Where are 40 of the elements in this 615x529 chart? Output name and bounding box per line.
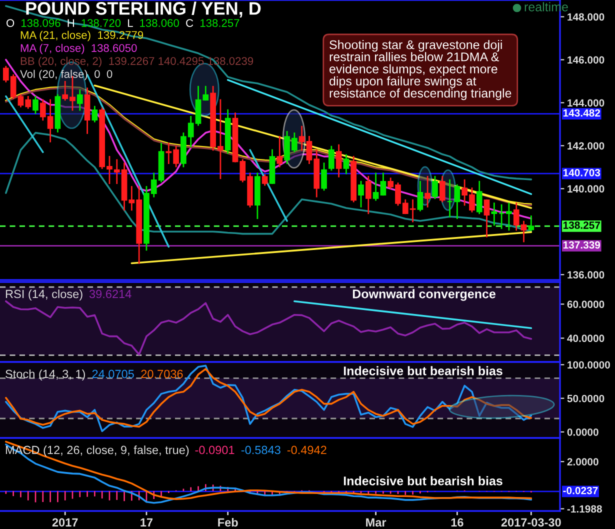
text: 39.6214 <box>89 290 132 298</box>
annotation: Indecisive but bearish bias <box>344 366 502 376</box>
y-tick-label: 40.0000 <box>567 334 604 342</box>
y-tick-label: 148.000 <box>568 13 604 21</box>
annotation: Vol (20, false) 0 0 <box>20 70 112 80</box>
annotation: Shooting star & gravestone doji restrain rallies below 21DMA & evidence slumps, expect more dips upon failure swings at resistance of descending triangle <box>330 40 512 100</box>
text: -0.0901 -0.5843 -0.4942 <box>195 446 326 454</box>
ref-line-label: -0.0237 <box>563 486 598 494</box>
annotation: Downward convergence <box>352 289 496 301</box>
chart-title: POUND STERLING / YEN, D <box>26 2 261 18</box>
y-tick-label: 142.000 <box>568 142 604 150</box>
annotation: Indecisive but bearish bias <box>344 476 502 486</box>
ref-line-label: 143.482 <box>563 109 600 117</box>
y-tick-label: 50.0000 <box>567 394 604 402</box>
y-tick-label: 136.000 <box>568 271 604 279</box>
y-tick-label: 146.000 <box>568 56 604 64</box>
text: RSI (14, close) <box>6 289 82 300</box>
y-tick-label: 100.0000 <box>568 361 610 369</box>
x-tick-label: Feb <box>218 518 238 527</box>
y-tick-label: 0.0000 <box>567 428 598 436</box>
annotation: 138.6050 <box>92 44 137 52</box>
y-tick-label: 140.000 <box>568 185 604 193</box>
y-tick-label: 144.000 <box>568 99 604 107</box>
y-tick-label: 2.0000 <box>567 458 598 466</box>
ref-line-label: 138.257 <box>563 222 600 229</box>
text: O 138.096 H 138.720 L 138.060 C 138.257 <box>6 19 240 27</box>
text: Stoch (14, 3, 1) <box>6 369 85 380</box>
text: BB (20, close, 2) <box>20 56 102 68</box>
ref-line-label: 137.339 <box>563 241 600 249</box>
ref-line-label: 140.703 <box>563 168 600 176</box>
series-label: MA (7, close) <box>20 44 84 54</box>
x-tick-label: 16 <box>451 518 464 527</box>
text: 24.0705 20.7036 <box>92 370 183 378</box>
x-tick-label: 2017 <box>52 518 78 527</box>
text: MA (21, close) <box>20 30 90 42</box>
x-tick-label: 2017-03-30 <box>501 518 561 527</box>
x-tick-label: Mar <box>366 518 386 527</box>
x-tick-label: 17 <box>140 518 153 526</box>
y-tick-label: -1.1988 <box>567 505 602 513</box>
y-tick-label: 60.0000 <box>567 300 604 308</box>
